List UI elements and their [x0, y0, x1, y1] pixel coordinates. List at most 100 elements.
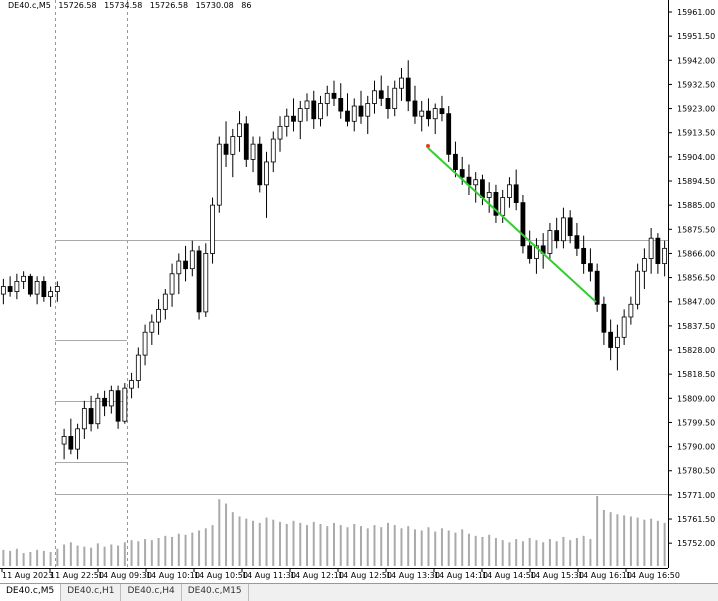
- volume-bar: [353, 524, 356, 566]
- y-tick-label: 15828.00: [677, 346, 715, 355]
- volume-bar: [474, 535, 477, 566]
- x-tick-label: 14 Aug 14:10: [434, 571, 488, 580]
- candle-body: [27, 275, 33, 295]
- tab[interactable]: DE40.c,M15: [182, 584, 249, 601]
- candle-body: [75, 428, 80, 450]
- candle-body: [21, 275, 27, 282]
- candle-body: [635, 270, 641, 305]
- y-tick-label: 15780.50: [677, 467, 715, 476]
- candle-body: [176, 260, 182, 275]
- volume-bar: [319, 524, 322, 566]
- chart: DE40.c,M5 15726.58 15734.58 15726.58 157…: [0, 0, 715, 580]
- y-tick-label: 15875.50: [677, 225, 715, 234]
- volume-bar: [312, 521, 315, 566]
- y-tick-label: 15923.00: [677, 105, 715, 114]
- candle-body: [189, 250, 195, 270]
- candle-body: [88, 408, 94, 425]
- candle-body: [412, 100, 418, 117]
- tab[interactable]: DE40.c,H1: [61, 584, 122, 601]
- volume-bar: [373, 525, 376, 566]
- volume-bar: [663, 522, 666, 566]
- candle-body: [601, 303, 607, 333]
- volume-bar: [602, 510, 605, 566]
- volume-bar: [440, 528, 443, 566]
- volume-bar: [616, 514, 619, 566]
- candle-body: [203, 253, 209, 313]
- candle-body: [358, 105, 364, 117]
- candle-body: [439, 108, 445, 115]
- candle-body: [68, 436, 74, 450]
- candle-body: [216, 143, 222, 206]
- volume-bar: [96, 543, 99, 566]
- candle-body: [567, 217, 573, 237]
- volume-bar: [467, 533, 470, 566]
- candle-body: [95, 397, 101, 425]
- volume-bar: [643, 519, 646, 566]
- trend-line: [427, 147, 597, 303]
- volume-bar: [198, 530, 201, 566]
- volume-bar: [90, 547, 93, 566]
- volume-bar: [292, 520, 295, 566]
- candle-body: [14, 281, 20, 292]
- candle-body: [338, 98, 344, 112]
- volume-bar: [83, 546, 86, 566]
- candle-body: [621, 316, 627, 338]
- volume-bar: [521, 541, 524, 566]
- x-tick-label: 14 Aug 11:30: [242, 571, 296, 580]
- volume-bar: [245, 518, 248, 566]
- candle-body: [304, 100, 310, 109]
- volume-bar: [171, 536, 174, 566]
- candle-body: [513, 184, 519, 204]
- candle-body: [446, 113, 452, 155]
- x-tick-label: 14 Aug 16:10: [578, 571, 632, 580]
- volume-bar: [447, 530, 450, 566]
- volume-bar: [481, 536, 484, 566]
- volume-bar: [272, 519, 275, 566]
- volume-bar: [9, 550, 12, 566]
- candle-body: [628, 303, 634, 318]
- y-tick-label: 15932.50: [677, 80, 715, 89]
- volume-bar: [589, 539, 592, 566]
- candle-body: [230, 136, 236, 155]
- tab[interactable]: DE40.c,H4: [121, 584, 182, 601]
- anchor-point: [426, 144, 430, 148]
- volume-bar: [2, 549, 5, 566]
- volume-bar: [123, 542, 126, 566]
- volume-bar: [454, 532, 457, 566]
- tab[interactable]: DE40.c,M5: [0, 584, 62, 601]
- y-tick-label: 15771.00: [677, 491, 715, 500]
- volume-bar: [211, 525, 214, 566]
- volume-bar: [623, 515, 626, 566]
- candle-body: [183, 260, 188, 270]
- volume-bar: [535, 540, 538, 566]
- volume-bar: [265, 517, 268, 566]
- x-tick-label: 14 Aug 12:10: [290, 571, 344, 580]
- x-tick-label: 14 Aug 12:50: [338, 571, 392, 580]
- volume-bar: [380, 527, 383, 566]
- candle-body: [297, 108, 303, 122]
- volume-bar: [238, 516, 241, 566]
- y-tick-label: 15894.50: [677, 177, 715, 186]
- candle-body: [507, 184, 512, 198]
- candle-body: [655, 237, 661, 265]
- high: 15734.58: [104, 1, 142, 10]
- y-tick-label: 15913.50: [677, 129, 715, 138]
- candle-body: [392, 87, 398, 109]
- volume-bar: [346, 527, 349, 566]
- x-tick-label: 11 Aug 22:50: [50, 571, 104, 580]
- volume-bar: [56, 548, 59, 566]
- volume-bar: [420, 530, 423, 566]
- candle-body: [399, 77, 404, 89]
- volume-bar: [386, 522, 389, 566]
- candle-body: [486, 192, 492, 198]
- candle-body: [196, 250, 202, 313]
- volume-bar: [413, 529, 416, 566]
- volume-bar: [117, 545, 120, 566]
- volume-bar: [582, 535, 585, 566]
- candle-body: [372, 90, 377, 104]
- volume-bar: [130, 540, 133, 566]
- y-tick-label: 15904.00: [677, 153, 715, 162]
- volume-bar: [22, 553, 25, 566]
- candle-body: [547, 230, 553, 254]
- candle-body: [520, 202, 526, 247]
